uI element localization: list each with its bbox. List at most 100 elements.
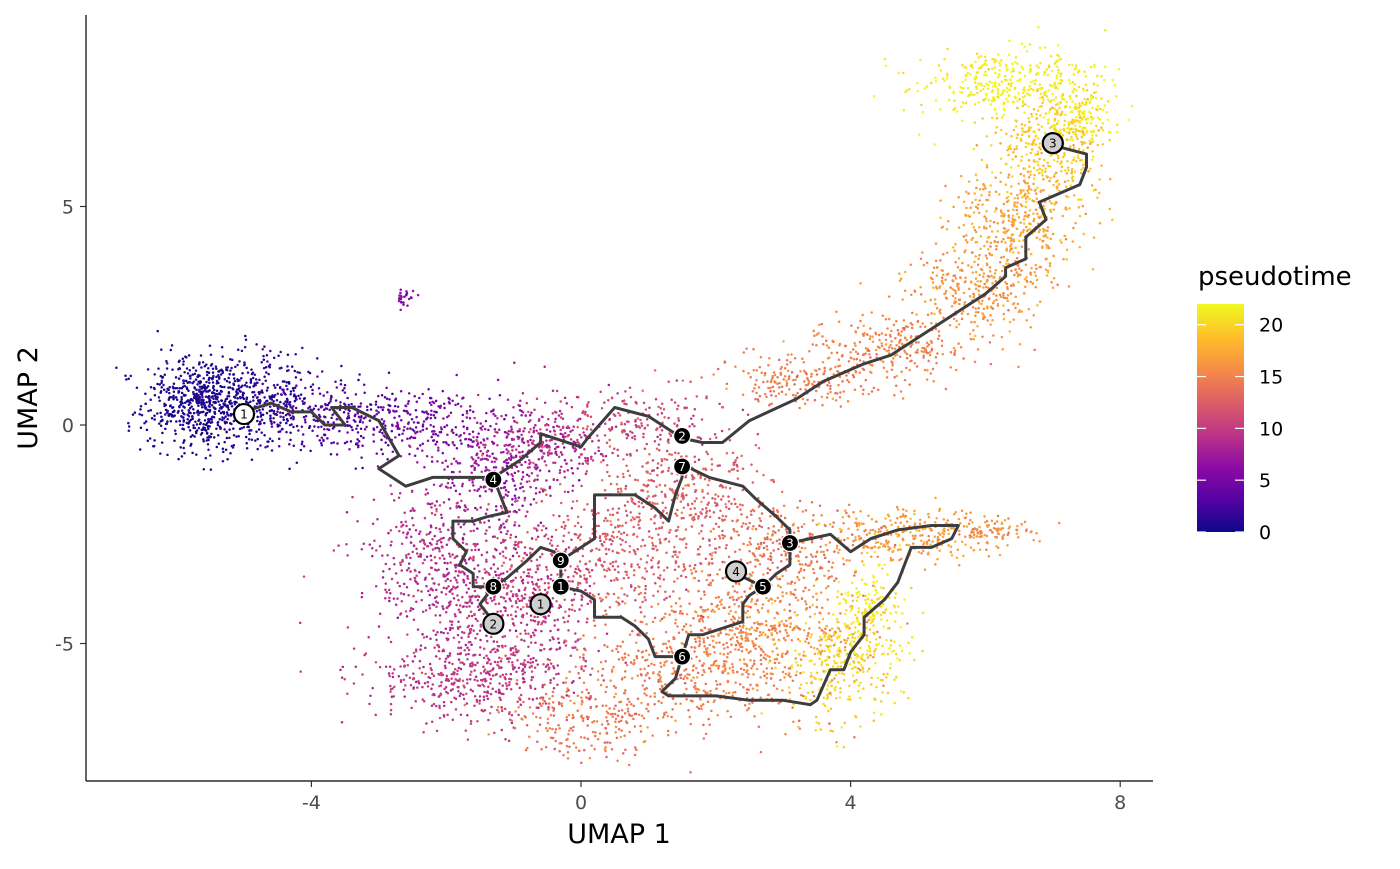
cell-point bbox=[411, 660, 415, 663]
cell-point bbox=[452, 431, 455, 435]
cell-point bbox=[346, 396, 349, 400]
cell-point bbox=[607, 398, 610, 402]
cell-point bbox=[720, 429, 724, 433]
cell-point bbox=[628, 700, 631, 703]
cell-point bbox=[586, 617, 589, 620]
cell-point bbox=[198, 382, 202, 385]
cell-point bbox=[426, 685, 430, 688]
cell-point bbox=[470, 548, 473, 552]
cell-point bbox=[222, 417, 226, 420]
cell-point bbox=[484, 571, 487, 575]
cell-point bbox=[525, 723, 529, 727]
cell-point bbox=[654, 545, 658, 548]
cell-point bbox=[609, 537, 612, 541]
cell-point bbox=[704, 557, 708, 560]
cell-point bbox=[174, 376, 178, 379]
cell-point bbox=[551, 701, 555, 704]
cell-point bbox=[422, 538, 425, 542]
cell-point bbox=[288, 402, 291, 406]
cell-point bbox=[730, 643, 733, 646]
cell-point bbox=[392, 668, 396, 671]
cell-point bbox=[616, 487, 620, 491]
cell-point bbox=[634, 641, 638, 644]
cell-point bbox=[446, 606, 449, 609]
cell-point bbox=[488, 488, 491, 491]
cell-point bbox=[481, 425, 484, 428]
cell-point bbox=[550, 452, 553, 455]
cell-point bbox=[586, 724, 589, 727]
cell-point bbox=[383, 395, 387, 399]
cell-point bbox=[574, 646, 577, 649]
cell-point bbox=[692, 664, 695, 668]
cell-point bbox=[533, 465, 537, 469]
cell-point bbox=[569, 727, 573, 730]
cell-point bbox=[247, 425, 251, 429]
cell-point bbox=[421, 392, 424, 396]
cell-point bbox=[616, 714, 620, 717]
cell-point bbox=[389, 544, 393, 547]
cell-point bbox=[200, 366, 203, 369]
cell-point bbox=[584, 562, 588, 565]
cell-point bbox=[648, 676, 651, 680]
cell-point bbox=[615, 647, 618, 651]
cell-point bbox=[430, 506, 433, 509]
cell-point bbox=[412, 436, 415, 440]
cell-point bbox=[726, 672, 730, 675]
cell-point bbox=[388, 674, 391, 678]
cell-point bbox=[593, 624, 597, 627]
cell-point bbox=[419, 555, 422, 558]
cell-point bbox=[658, 670, 661, 674]
cell-point bbox=[693, 455, 696, 458]
cell-point bbox=[697, 458, 701, 462]
cell-point bbox=[281, 411, 285, 415]
cell-point bbox=[745, 616, 749, 619]
cell-point bbox=[487, 469, 491, 472]
cell-point bbox=[603, 519, 606, 523]
cell-point bbox=[204, 423, 208, 427]
cell-point bbox=[377, 625, 381, 628]
cell-point bbox=[718, 516, 721, 520]
cell-point bbox=[605, 441, 609, 445]
cell-point bbox=[493, 598, 496, 601]
cell-point bbox=[406, 664, 410, 667]
cell-point bbox=[532, 429, 536, 433]
cell-point bbox=[675, 514, 679, 517]
cell-point bbox=[401, 658, 404, 661]
cell-point bbox=[363, 653, 366, 657]
cell-point bbox=[617, 551, 620, 555]
cell-point bbox=[589, 415, 593, 419]
cell-point bbox=[791, 706, 794, 709]
cell-point bbox=[543, 683, 546, 686]
cell-point bbox=[566, 434, 569, 438]
cell-point bbox=[703, 670, 706, 674]
cell-point bbox=[229, 414, 233, 417]
cell-point bbox=[451, 399, 454, 403]
cell-point bbox=[540, 577, 543, 581]
cell-point bbox=[607, 567, 610, 570]
cell-point bbox=[344, 403, 347, 407]
cell-point bbox=[451, 662, 454, 666]
cell-point bbox=[476, 527, 479, 530]
cell-point bbox=[651, 459, 655, 462]
cell-point bbox=[608, 606, 612, 609]
cell-point bbox=[414, 648, 418, 651]
cell-point bbox=[687, 484, 691, 488]
cell-point bbox=[433, 568, 437, 572]
cell-point bbox=[476, 489, 479, 493]
cell-point bbox=[533, 619, 537, 623]
cell-point bbox=[571, 580, 574, 583]
cell-point bbox=[430, 668, 433, 672]
cell-point bbox=[296, 371, 299, 374]
cell-point bbox=[207, 366, 210, 370]
cell-point bbox=[434, 399, 438, 403]
cell-point bbox=[663, 457, 666, 461]
cell-point bbox=[386, 554, 389, 557]
cell-point bbox=[354, 420, 357, 423]
cell-point bbox=[724, 486, 728, 489]
cell-point bbox=[221, 418, 224, 422]
cell-point bbox=[528, 706, 532, 709]
cell-point bbox=[288, 423, 292, 427]
cell-point bbox=[584, 588, 587, 592]
cell-point bbox=[516, 606, 519, 609]
cell-point bbox=[690, 474, 694, 477]
